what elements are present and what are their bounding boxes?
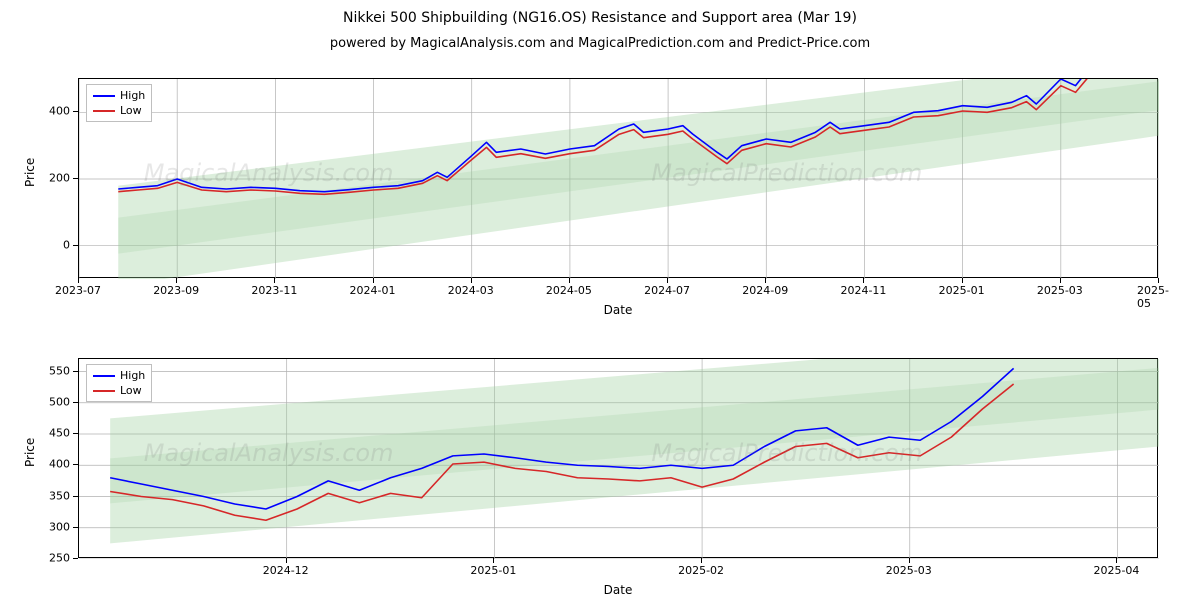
y-tick-label: 350: [40, 489, 70, 502]
x-tick-label: 2023-09: [153, 284, 199, 297]
legend-swatch: [93, 390, 115, 392]
y-tick-label: 200: [40, 172, 70, 185]
legend-item: Low: [93, 103, 145, 118]
x-tick-label: 2025-01: [470, 564, 516, 577]
x-tick-label: 2024-01: [350, 284, 396, 297]
x-tick-label: 2024-03: [448, 284, 494, 297]
legend-swatch: [93, 95, 115, 97]
legend-label: High: [120, 369, 145, 382]
y-tick-label: 550: [40, 364, 70, 377]
x-tick-label: 2025-05: [1137, 284, 1179, 310]
legend-swatch: [93, 375, 115, 377]
x-tick-label: 2025-03: [1037, 284, 1083, 297]
x-tick-label: 2023-11: [251, 284, 297, 297]
y-tick-label: 400: [40, 458, 70, 471]
lower-chart-xlabel: Date: [78, 583, 1158, 597]
legend-label: Low: [120, 384, 142, 397]
legend-item: High: [93, 368, 145, 383]
upper-chart-xlabel: Date: [78, 303, 1158, 317]
y-tick-label: 300: [40, 520, 70, 533]
upper-chart: MagicalAnalysis.comMagicalPrediction.com…: [78, 78, 1158, 278]
x-tick-label: 2024-11: [840, 284, 886, 297]
legend: High Low: [86, 364, 152, 402]
legend: High Low: [86, 84, 152, 122]
chart-subtitle: powered by MagicalAnalysis.com and Magic…: [0, 36, 1200, 51]
legend-item: High: [93, 88, 145, 103]
x-tick-label: 2024-05: [546, 284, 592, 297]
x-tick-label: 2023-07: [55, 284, 101, 297]
legend-label: High: [120, 89, 145, 102]
upper-chart-ylabel: Price: [23, 167, 37, 187]
legend-item: Low: [93, 383, 145, 398]
y-tick-label: 500: [40, 395, 70, 408]
x-tick-label: 2024-07: [644, 284, 690, 297]
chart-title: Nikkei 500 Shipbuilding (NG16.OS) Resist…: [0, 10, 1200, 26]
x-tick-label: 2024-09: [742, 284, 788, 297]
y-tick-label: 250: [40, 552, 70, 565]
legend-swatch: [93, 110, 115, 112]
lower-chart: MagicalAnalysis.comMagicalPrediction.com…: [78, 358, 1158, 558]
legend-label: Low: [120, 104, 142, 117]
x-tick-label: 2025-03: [886, 564, 932, 577]
x-tick-label: 2025-04: [1093, 564, 1139, 577]
y-tick-label: 0: [40, 238, 70, 251]
x-tick-label: 2024-12: [263, 564, 309, 577]
x-tick-label: 2025-02: [678, 564, 724, 577]
y-tick-label: 400: [40, 105, 70, 118]
x-tick-label: 2025-01: [939, 284, 985, 297]
y-tick-label: 450: [40, 427, 70, 440]
lower-chart-ylabel: Price: [23, 447, 37, 467]
